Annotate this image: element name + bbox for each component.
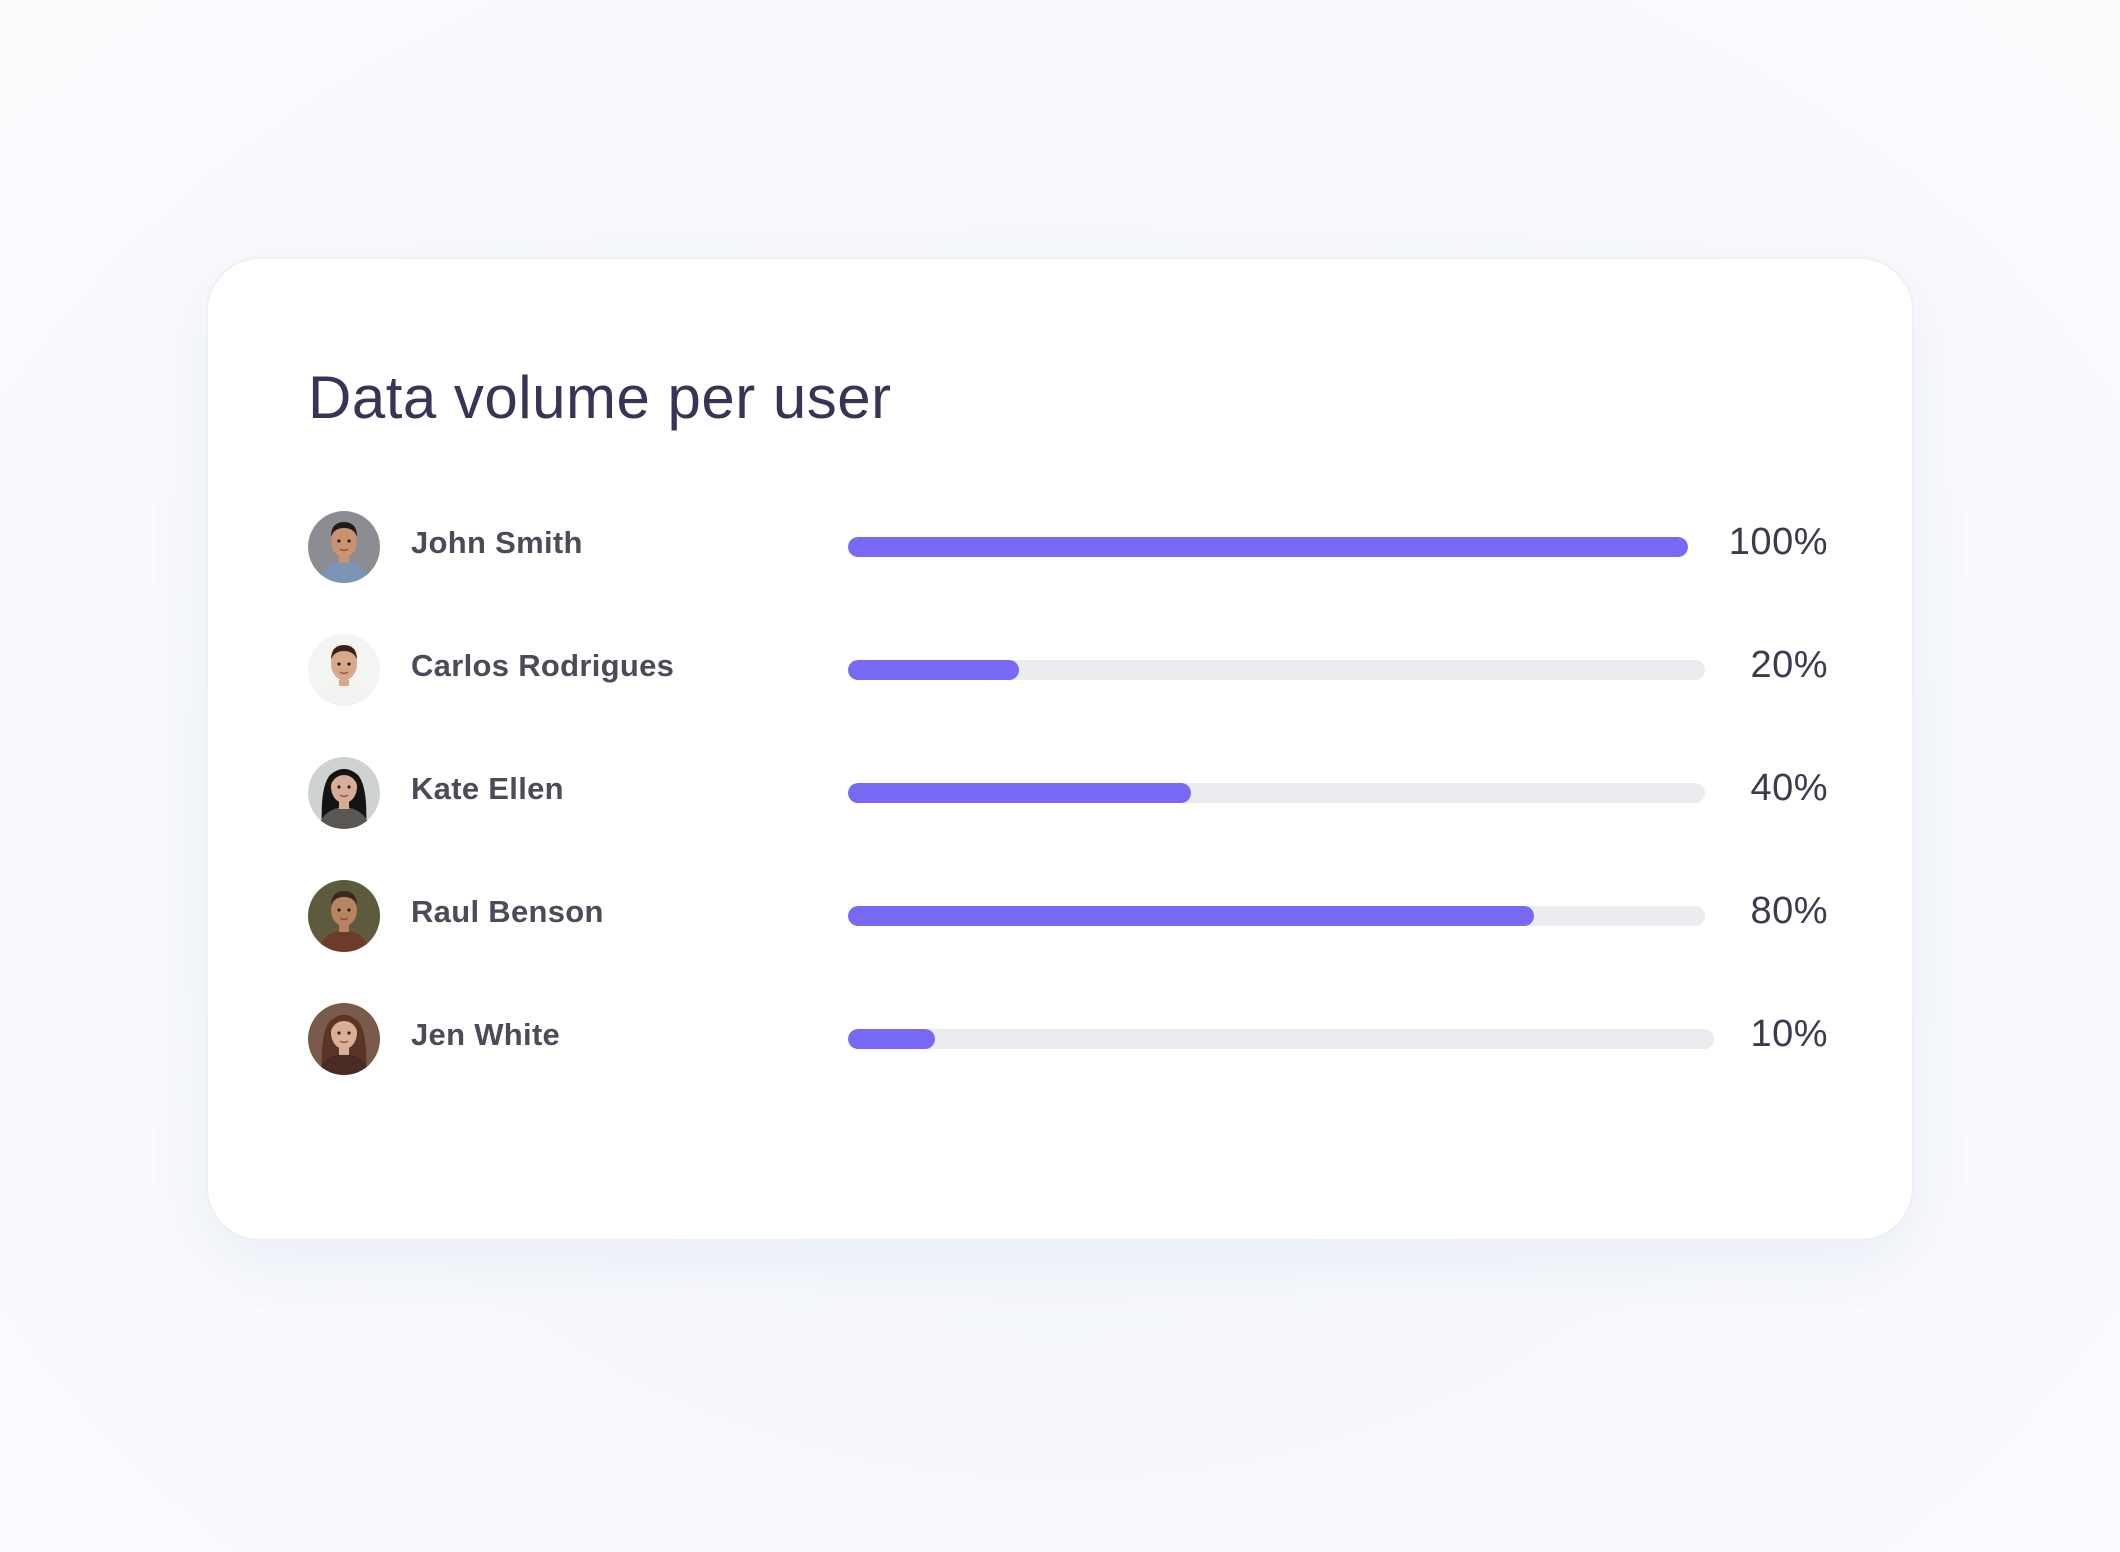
woman-brown-hair-avatar-icon [308,1003,380,1075]
user-name: Raul Benson [411,894,604,929]
value-label: 10% [1750,1013,1828,1055]
woman-dark-hair-avatar-icon [308,757,380,829]
user-row: Raul Benson 80% [308,880,1828,1003]
man-dark-hair-blue-shirt-avatar-icon [308,511,380,583]
value-label: 80% [1750,890,1828,932]
value-label: 100% [1728,521,1828,563]
value-label: 20% [1750,644,1828,686]
bar-track [848,1029,1714,1049]
user-name: Jen White [411,1017,561,1052]
user-row: Kate Ellen 40% [308,757,1828,880]
bar-fill [848,537,1688,557]
bar-fill [848,783,1191,803]
user-name: Carlos Rodrigues [411,648,675,683]
user-bar-list: John Smith 100% Carlos Rodrigues 20% Kate El… [308,511,1828,1126]
user-name: John Smith [411,525,583,560]
user-row: Jen White 10% [308,1003,1828,1126]
chart-card: Data volume per user John Smith 100% Carlo… [206,257,1914,1241]
value-label: 40% [1750,767,1828,809]
user-name: Kate Ellen [411,771,564,806]
bar-track [848,537,1688,557]
man-white-shirt-avatar-icon [308,634,380,706]
bar-fill [848,906,1534,926]
user-row: John Smith 100% [308,511,1828,634]
bar-fill [848,660,1019,680]
bar-track [848,783,1705,803]
user-row: Carlos Rodrigues 20% [308,634,1828,757]
bar-track [848,660,1705,680]
bar-track [848,906,1705,926]
man-plaid-shirt-avatar-icon [308,880,380,952]
chart-title: Data volume per user [308,364,892,431]
bar-fill [848,1029,935,1049]
